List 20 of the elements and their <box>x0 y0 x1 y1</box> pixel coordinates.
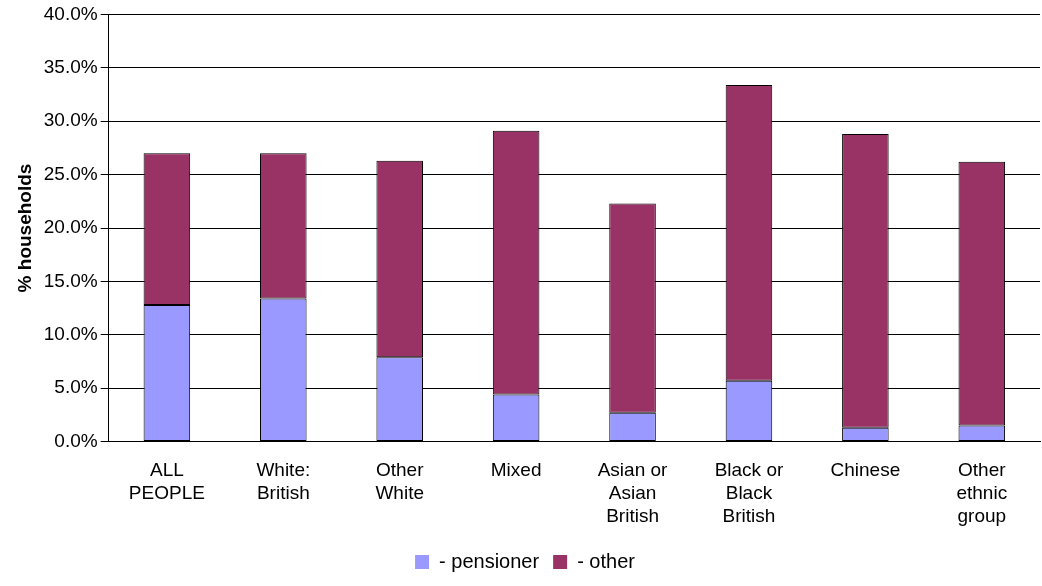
x-tick-label: Other ethnic group <box>956 459 1008 526</box>
legend-label: - other <box>577 549 636 572</box>
y-tick-label: 10.0% <box>43 323 98 345</box>
x-tick-label: Asian or Asian British <box>597 459 669 526</box>
y-tick-label: 5.0% <box>54 376 98 398</box>
y-tick-label: 25.0% <box>43 162 98 184</box>
x-tick-label: Other White <box>375 459 425 504</box>
x-tick-label: Chinese <box>830 459 901 481</box>
y-axis-title: % households <box>13 163 35 293</box>
y-tick-label: 30.0% <box>43 109 98 131</box>
y-tick-label: 35.0% <box>43 56 98 78</box>
x-tick-label: Mixed <box>490 459 542 481</box>
y-tick-label: 20.0% <box>43 216 98 238</box>
y-tick-label: 0.0% <box>54 429 98 451</box>
y-tick-label: 40.0% <box>43 2 98 24</box>
legend-label: - pensioner <box>439 549 540 572</box>
x-tick-label: ALL PEOPLE <box>128 459 205 504</box>
x-tick-label: White: British <box>256 459 311 504</box>
x-tick-label: Black or Black British <box>714 459 784 526</box>
y-tick-label: 15.0% <box>43 269 98 291</box>
